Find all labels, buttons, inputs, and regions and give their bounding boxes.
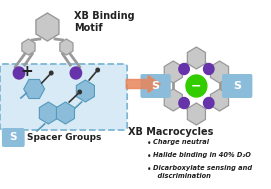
Text: S: S [233, 81, 241, 91]
Polygon shape [22, 39, 35, 55]
Text: Halide binding in 40% D₂O: Halide binding in 40% D₂O [153, 152, 251, 158]
Text: S: S [151, 81, 160, 91]
FancyBboxPatch shape [0, 64, 127, 130]
Polygon shape [187, 47, 205, 69]
Polygon shape [24, 79, 45, 98]
Circle shape [204, 98, 214, 108]
Text: XB Macrocycles: XB Macrocycles [128, 127, 214, 137]
Polygon shape [164, 61, 182, 83]
Circle shape [70, 67, 82, 79]
Text: •: • [147, 152, 151, 161]
Circle shape [78, 90, 81, 94]
Text: •: • [147, 165, 151, 174]
Circle shape [96, 68, 99, 72]
Circle shape [179, 64, 189, 74]
FancyArrow shape [126, 75, 160, 92]
FancyBboxPatch shape [2, 128, 25, 147]
Polygon shape [76, 80, 94, 102]
Circle shape [13, 67, 25, 79]
Polygon shape [187, 103, 205, 125]
Polygon shape [211, 61, 228, 83]
Text: Charge neutral: Charge neutral [153, 139, 209, 145]
Text: Spacer Groups: Spacer Groups [27, 133, 101, 142]
Polygon shape [39, 102, 57, 124]
Circle shape [179, 98, 189, 108]
Polygon shape [211, 89, 228, 111]
Text: S: S [9, 132, 17, 143]
Polygon shape [36, 13, 59, 41]
Text: Dicarboxylate sensing and
  discrimination: Dicarboxylate sensing and discrimination [153, 165, 252, 179]
FancyBboxPatch shape [222, 74, 252, 98]
Polygon shape [164, 89, 182, 111]
Circle shape [204, 64, 214, 74]
Circle shape [50, 71, 53, 75]
Text: −: − [191, 79, 202, 92]
FancyBboxPatch shape [140, 74, 171, 98]
Text: •: • [147, 139, 151, 148]
Polygon shape [60, 39, 73, 55]
Text: XB Binding
Motif: XB Binding Motif [74, 11, 135, 33]
Circle shape [186, 75, 207, 97]
Text: +: + [20, 64, 33, 78]
Polygon shape [56, 102, 75, 124]
